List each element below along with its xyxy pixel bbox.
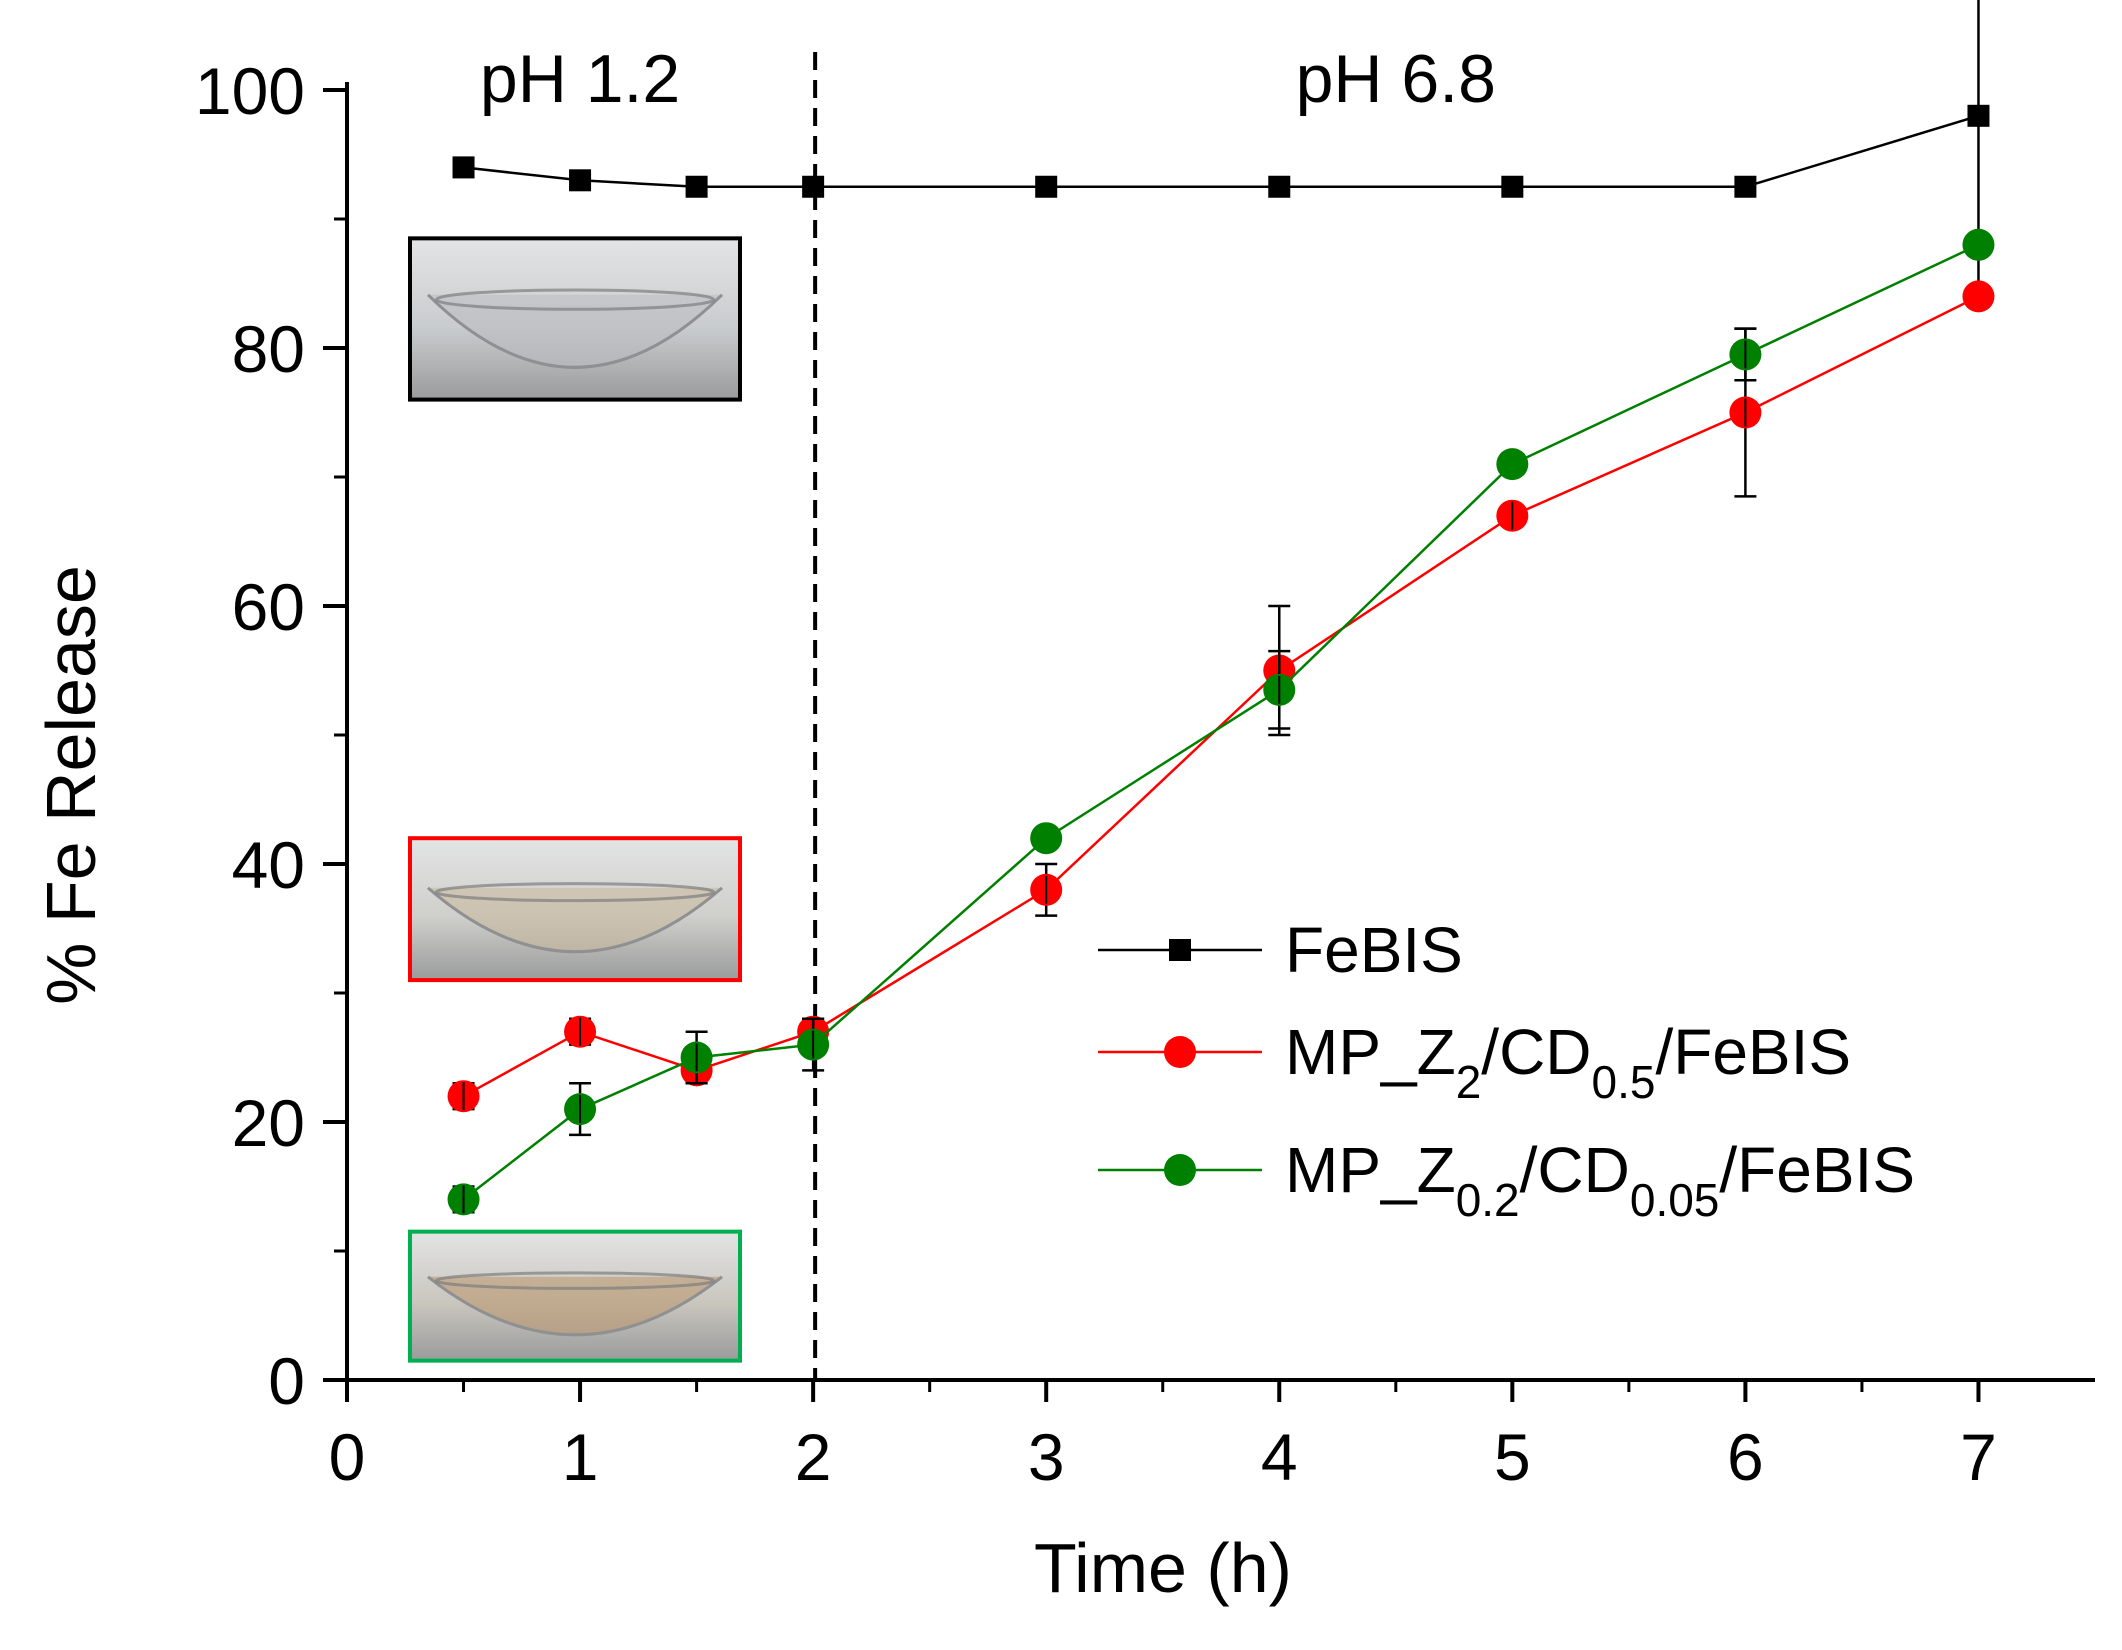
legend-item: FeBIS [1098, 914, 1463, 986]
x-tick-label: 6 [1727, 1420, 1764, 1494]
legend-label-text: /CD [1481, 1016, 1591, 1088]
x-tick-label: 3 [1028, 1420, 1065, 1494]
legend-marker [1164, 1036, 1196, 1068]
legend-label-text: /CD [1520, 1134, 1630, 1206]
febis-sample-photo [408, 236, 742, 402]
y-tick-label: 100 [195, 54, 305, 128]
legend-label-text: /FeBIS [1655, 1016, 1851, 1088]
series-1 [447, 280, 1995, 1113]
axes: 0 1 2 3 4 5 6 7 0 20 40 60 80 100 [195, 54, 2095, 1494]
legend-marker [1164, 1154, 1196, 1186]
y-axis-title: % Fe Release [32, 565, 110, 1005]
x-tick-label: 7 [1960, 1420, 1997, 1494]
data-point [1035, 175, 1058, 198]
data-point [1962, 228, 1995, 261]
data-point [1496, 448, 1529, 481]
legend-label-text: /FeBIS [1719, 1134, 1915, 1206]
legend-label-base: MP_Z [1285, 1016, 1456, 1088]
legend-label-base: FeBIS [1285, 914, 1463, 986]
legend-label-base: MP_Z [1285, 1134, 1456, 1206]
x-axis-title: Time (h) [1034, 1529, 1292, 1607]
y-tick-label: 0 [268, 1344, 305, 1418]
region-label: pH 1.2 [480, 41, 680, 117]
x-tick-label: 1 [562, 1420, 599, 1494]
region-labels: pH 1.2 pH 6.8 [480, 41, 1496, 117]
photo-border [408, 1229, 742, 1363]
liquid-surface [434, 882, 716, 903]
y-tick-label: 20 [232, 1086, 305, 1160]
legend: FeBISMP_Z2/CD0.5/FeBISMP_Z0.2/CD0.05/FeB… [1098, 914, 1915, 1226]
legend-subscript: 0.05 [1630, 1174, 1720, 1226]
y-tick-label: 40 [232, 828, 305, 902]
legend-subscript: 2 [1456, 1056, 1482, 1108]
region-label: pH 6.8 [1296, 41, 1496, 117]
data-point [1962, 280, 1995, 313]
data-point [1967, 104, 1990, 127]
data-point [569, 169, 592, 192]
x-tick-label: 5 [1494, 1420, 1531, 1494]
series-2 [447, 228, 1995, 1216]
data-point [452, 156, 475, 179]
data-point [685, 175, 708, 198]
mp-z2-sample-photo [408, 836, 742, 983]
legend-item: MP_Z2/CD0.5/FeBIS [1098, 1016, 1851, 1108]
photo-border [408, 836, 742, 983]
photo-border [408, 236, 742, 402]
beaker-bowl [426, 293, 724, 369]
beaker-bowl [427, 1275, 723, 1337]
mp-z02-sample-photo [408, 1229, 742, 1363]
data-point [1268, 175, 1291, 198]
data-point [1734, 175, 1757, 198]
legend-item: MP_Z0.2/CD0.05/FeBIS [1098, 1134, 1915, 1226]
y-tick-label: 80 [232, 312, 305, 386]
legend-subscript: 0.2 [1456, 1174, 1520, 1226]
legend-subscript: 0.5 [1592, 1056, 1656, 1108]
legend-label: MP_Z2/CD0.5/FeBIS [1285, 1016, 1851, 1108]
beaker-bowl [427, 886, 723, 954]
legend-label: MP_Z0.2/CD0.05/FeBIS [1285, 1134, 1915, 1226]
sample-photos [408, 236, 742, 1363]
x-tick-label: 0 [329, 1420, 366, 1494]
legend-marker [1169, 939, 1191, 961]
x-tick-label: 2 [795, 1420, 832, 1494]
data-point [1030, 822, 1063, 855]
series [447, 0, 1995, 1216]
liquid-surface [434, 1271, 716, 1290]
liquid-surface [434, 288, 716, 311]
y-tick-label: 60 [232, 570, 305, 644]
x-tick-label: 4 [1261, 1420, 1298, 1494]
data-point [1501, 175, 1524, 198]
legend-label: FeBIS [1285, 914, 1463, 986]
data-point [802, 175, 825, 198]
